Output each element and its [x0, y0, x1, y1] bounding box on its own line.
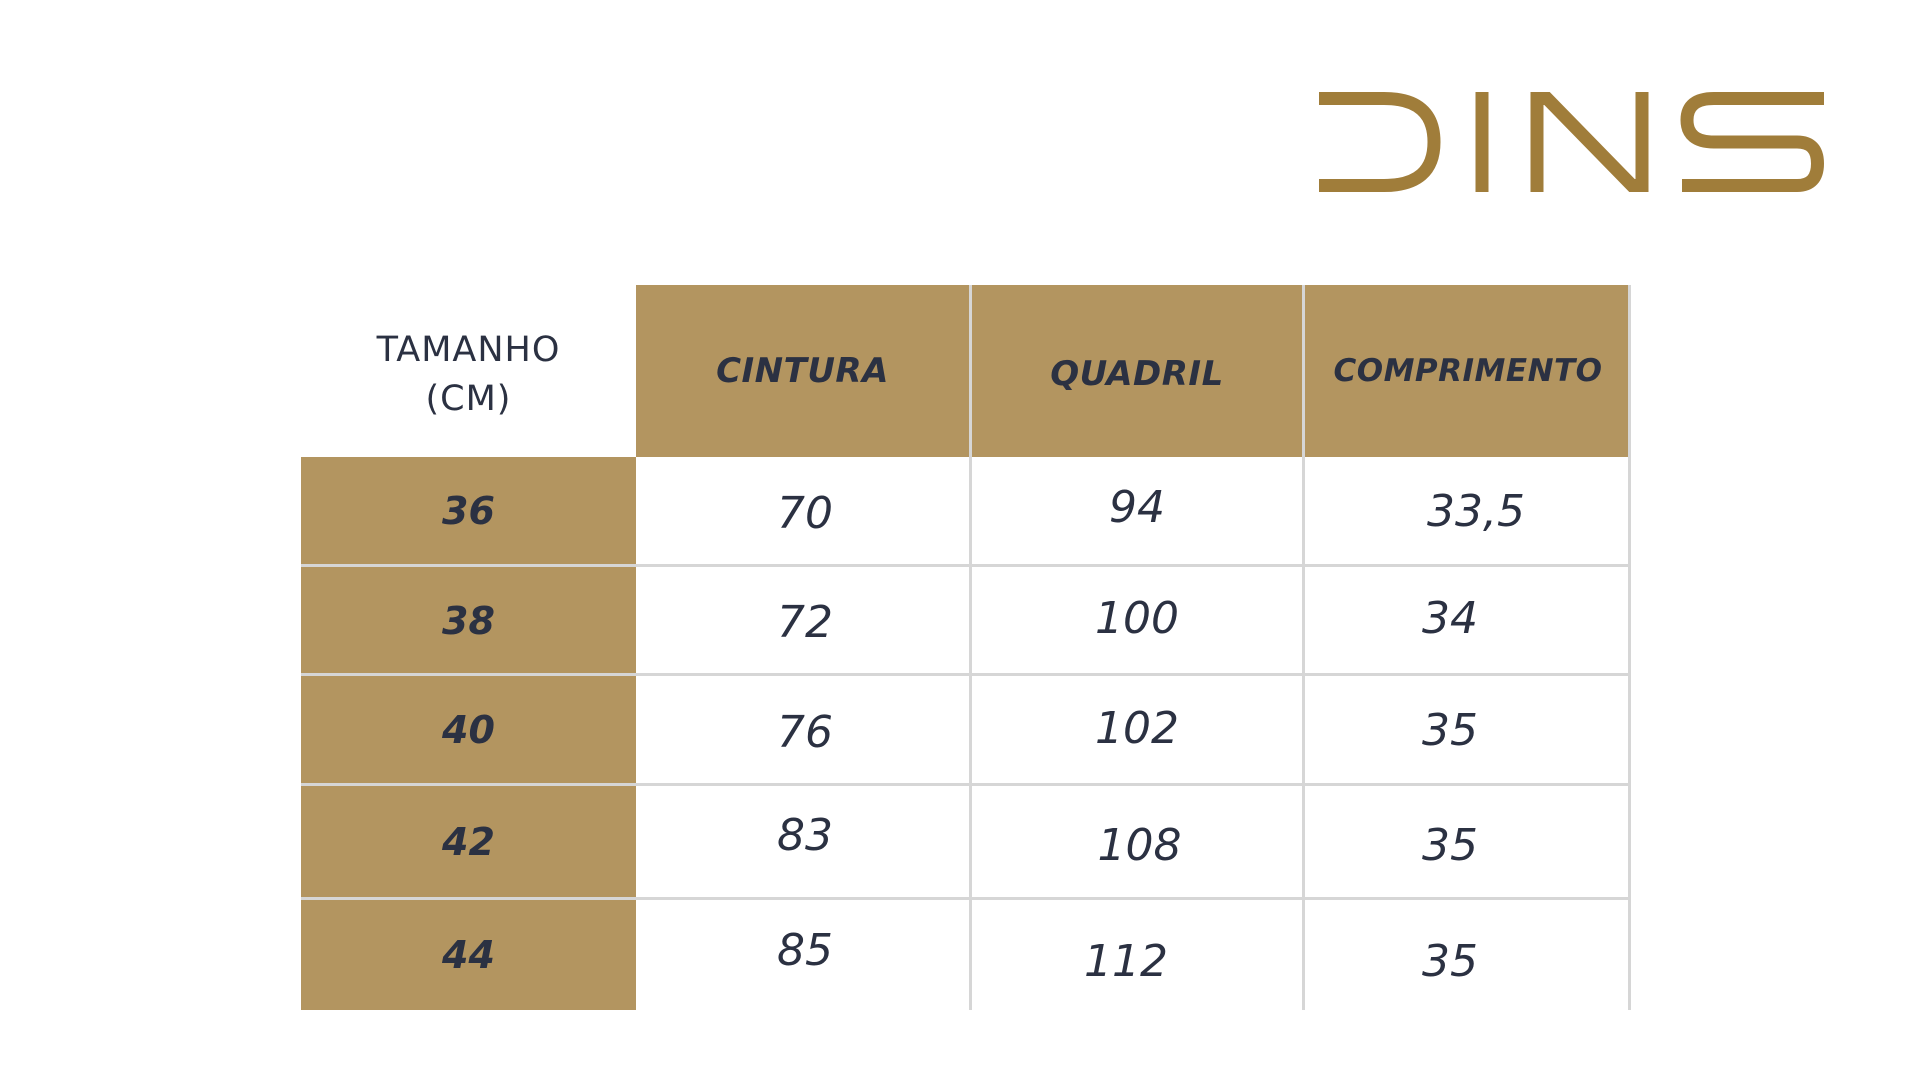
- table-cell-comprimento: 35: [1422, 704, 1478, 756]
- dins-logo: [1319, 92, 1824, 192]
- grid-line: [301, 897, 1631, 900]
- header-label: CINTURA: [716, 351, 889, 391]
- table-cell-cintura: 76: [777, 706, 833, 758]
- size-cell: 42: [301, 786, 636, 898]
- table-cell-quadril: 94: [1109, 481, 1165, 533]
- table-cell-quadril: 100: [1095, 593, 1179, 644]
- header-cell-comprimento: COMPRIMENTO: [1305, 285, 1631, 457]
- logo-letter-d: [1319, 92, 1441, 192]
- size-chart-table: TAMANHO (CM) CINTURA QUADRIL COMPRIMENTO…: [301, 285, 1631, 1010]
- size-label: 36: [442, 489, 495, 533]
- grid-line: [301, 673, 1631, 676]
- header-cell-cintura: CINTURA: [636, 285, 969, 457]
- grid-line: [301, 564, 1631, 567]
- table-cell-comprimento: 34: [1422, 593, 1478, 644]
- table-cell-comprimento: 35: [1422, 819, 1478, 871]
- size-cell: 44: [301, 900, 636, 1010]
- size-label: 38: [442, 598, 495, 643]
- size-label: 44: [442, 933, 495, 977]
- grid-line: [301, 783, 1631, 786]
- grid-line: [1302, 285, 1305, 1010]
- logo-letter-n: [1530, 92, 1649, 192]
- table-cell-quadril: 108: [1097, 819, 1182, 871]
- size-cell: 40: [301, 676, 636, 784]
- logo-letter-s: [1680, 92, 1824, 192]
- grid-line: [1628, 285, 1631, 1010]
- header-cell-quadril: QUADRIL: [972, 285, 1302, 457]
- grid-line: [969, 285, 972, 1010]
- corner-label: TAMANHO (CM): [376, 330, 561, 419]
- header-label: QUADRIL: [1050, 354, 1224, 394]
- table-cell-quadril: 102: [1095, 702, 1179, 754]
- table-cell-quadril: 112: [1084, 935, 1168, 987]
- table-cell-cintura: 70: [777, 487, 833, 539]
- size-label: 40: [442, 708, 495, 752]
- table-cell-cintura: 83: [777, 809, 833, 861]
- table-cell-cintura: 72: [777, 597, 833, 648]
- size-cell: 36: [301, 457, 636, 565]
- table-cell-comprimento: 33,5: [1427, 485, 1525, 537]
- header-label: COMPRIMENTO: [1333, 353, 1603, 389]
- size-cell: 38: [301, 567, 636, 674]
- table-cell-comprimento: 35: [1422, 935, 1478, 987]
- size-label: 42: [442, 820, 495, 864]
- table-cell-cintura: 85: [777, 924, 833, 976]
